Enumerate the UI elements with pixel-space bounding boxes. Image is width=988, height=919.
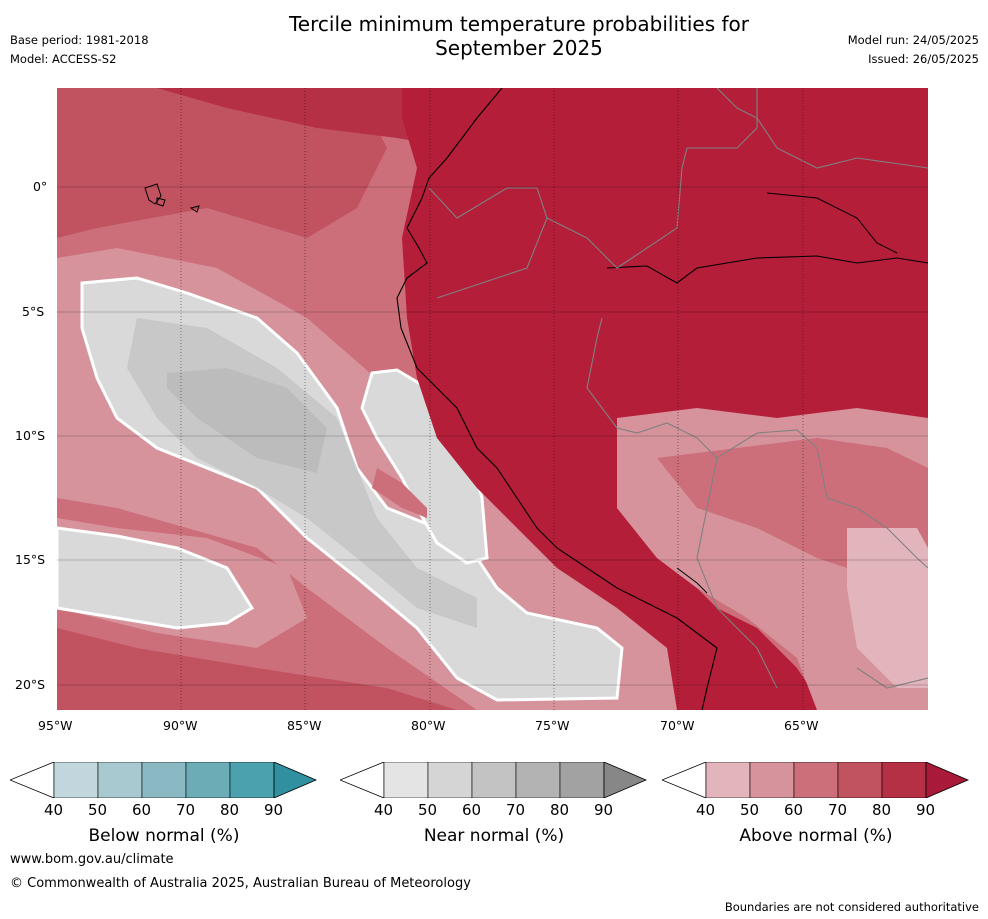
above-80-band-north (157, 88, 477, 148)
colorbar-cell (559, 761, 605, 799)
title-line-2: September 2025 (435, 36, 603, 60)
colorbar-cell (97, 761, 143, 799)
colorbar-tick: 80 (872, 801, 892, 819)
colorbar-cell (185, 761, 231, 799)
lat-label: 5°S (22, 304, 45, 319)
lat-label: 15°S (15, 552, 46, 567)
lon-label: 85°W (287, 718, 322, 733)
negro-river (766, 192, 898, 254)
colorbar-svg (660, 761, 970, 799)
amazon-river (606, 255, 928, 284)
colorbar-cell (705, 761, 751, 799)
colorbar-ticks-above: 40 50 60 70 80 90 (662, 801, 970, 821)
base-period-text: Base period: 1981-2018 (10, 33, 149, 47)
coastline (396, 88, 718, 710)
colorbar-ticks-below: 40 50 60 70 80 90 (10, 801, 318, 821)
galapagos-island (189, 205, 200, 213)
colorbar-cell (229, 761, 275, 799)
colorbar-tick: 40 (374, 801, 394, 819)
colorbar-tick: 80 (220, 801, 240, 819)
colorbar-cell (793, 761, 839, 799)
above-70-band-north (57, 88, 387, 238)
colorbar-tick: 60 (132, 801, 152, 819)
colorbar-extend-low (338, 761, 385, 799)
lon-label: 65°W (784, 718, 819, 733)
near-normal-60-band (127, 318, 477, 628)
colorbar-tick: 50 (88, 801, 108, 819)
model-run-text: Model run: 24/05/2025 (847, 33, 979, 47)
colorbar-cell (141, 761, 187, 799)
website-link[interactable]: www.bom.gov.au/climate (10, 852, 174, 867)
colorbar-tick: 80 (550, 801, 570, 819)
colorbar-tick: 60 (462, 801, 482, 819)
colorbar-tick: 60 (784, 801, 804, 819)
paraguay-border (856, 667, 928, 689)
colorbar-cell (881, 761, 927, 799)
colorbar-extend-high (603, 761, 648, 799)
colorbar-cell (53, 761, 99, 799)
colorbar-tick: 70 (506, 801, 526, 819)
above-40-inland-southeast (847, 528, 928, 688)
colorbar-ticks-near: 40 50 60 70 80 90 (340, 801, 648, 821)
colorbar-cell (749, 761, 795, 799)
colorbar-svg (8, 761, 318, 799)
probability-map (57, 88, 928, 710)
lon-label: 80°W (411, 718, 446, 733)
colorbar-cell (427, 761, 473, 799)
lat-label: 20°S (15, 677, 46, 692)
colorbar-tick: 70 (828, 801, 848, 819)
lon-label: 75°W (535, 718, 570, 733)
colorbar-tick: 70 (176, 801, 196, 819)
colorbar-label-below: Below normal (%) (88, 826, 240, 846)
colorbar-extend-low (660, 761, 707, 799)
near-normal-region-south (57, 526, 255, 630)
colorbar-extend-high (273, 761, 318, 799)
colorbar-tick: 90 (264, 801, 284, 819)
issued-text: Issued: 26/05/2025 (868, 52, 979, 66)
colorbar-label-near: Near normal (%) (423, 826, 565, 846)
colorbar-svg (338, 761, 648, 799)
colorbar-tick: 90 (916, 801, 936, 819)
colorbar-cell (515, 761, 561, 799)
colorbar-near-normal (338, 761, 648, 799)
colorbar-cell (383, 761, 429, 799)
colorbar-tick: 40 (696, 801, 716, 819)
title-line-1: Tercile minimum temperature probabilitie… (288, 12, 750, 36)
colorbar-cell (471, 761, 517, 799)
lon-label: 70°W (660, 718, 695, 733)
lon-label: 95°W (38, 718, 73, 733)
colorbar-label-above: Above normal (%) (739, 826, 893, 846)
copyright-text: © Commonwealth of Australia 2025, Austra… (10, 876, 471, 891)
lat-label: 0° (33, 179, 48, 194)
land-above-80-region (402, 88, 928, 710)
above-70-band-south (57, 628, 457, 710)
colombia-border (546, 88, 758, 269)
bolivia-brazil-border (716, 429, 928, 569)
lake-titicaca (676, 567, 708, 594)
model-text: Model: ACCESS-S2 (10, 52, 117, 66)
colorbar-tick: 40 (44, 801, 64, 819)
parallels (57, 186, 928, 686)
galapagos-island (144, 183, 162, 205)
galapagos-island (156, 197, 166, 207)
colorbar-extend-high (925, 761, 970, 799)
peru-bolivia-border (586, 317, 778, 689)
colorbar-extend-low (8, 761, 55, 799)
venezuela-border (716, 88, 928, 169)
lon-label: 90°W (163, 718, 198, 733)
colorbar-cell (837, 761, 883, 799)
above-inset-coastal (372, 468, 427, 518)
colorbar-tick: 50 (418, 801, 438, 819)
disclaimer-text: Boundaries are not considered authoritat… (724, 900, 979, 914)
lat-label: 10°S (15, 428, 46, 443)
map-canvas (57, 88, 928, 710)
colorbar-below-normal (8, 761, 318, 799)
page-title: Tercile minimum temperature probabilitie… (200, 12, 838, 60)
colorbar-tick: 50 (740, 801, 760, 819)
colorbar-tick: 90 (594, 801, 614, 819)
colorbar-above-normal (660, 761, 970, 799)
